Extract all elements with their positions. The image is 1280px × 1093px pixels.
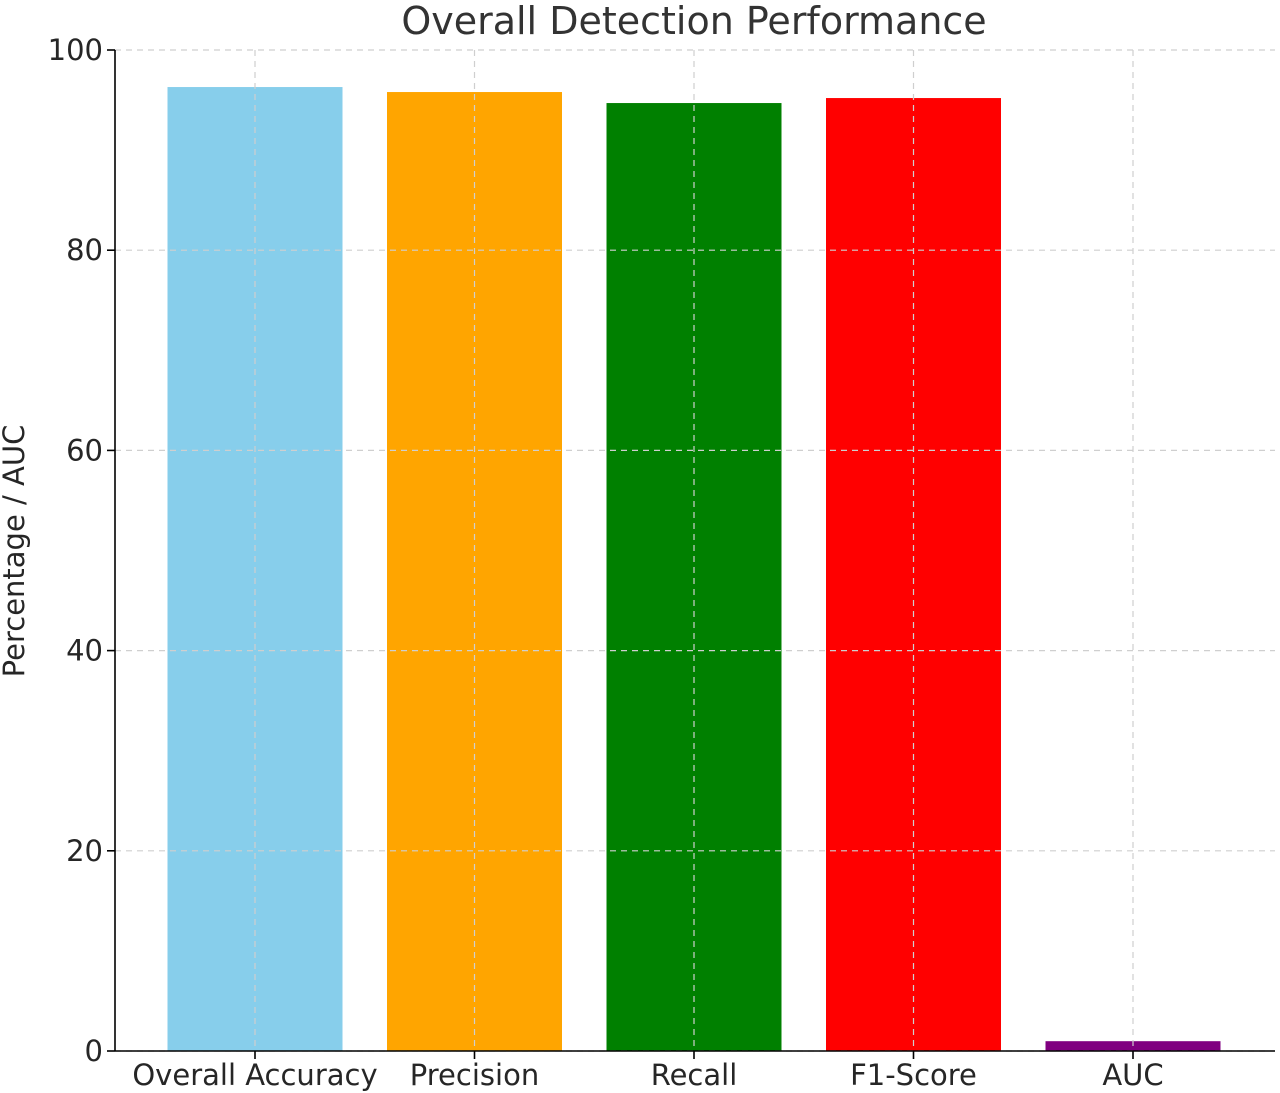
y-tick-label: 80 bbox=[66, 233, 103, 267]
x-tick-label: Precision bbox=[410, 1058, 539, 1092]
y-axis-label: Percentage / AUC bbox=[0, 425, 31, 678]
y-tick-labels: 0 20 40 60 80 100 bbox=[48, 33, 103, 1068]
y-tick-label: 100 bbox=[48, 33, 103, 67]
y-tick-label: 20 bbox=[66, 834, 103, 868]
chart-title: Overall Detection Performance bbox=[401, 0, 986, 43]
axes bbox=[107, 49, 1275, 1059]
y-tick-label: 60 bbox=[66, 433, 103, 467]
grid-lines bbox=[115, 49, 1275, 1052]
bar bbox=[826, 98, 1001, 1052]
x-tick-label: F1-Score bbox=[850, 1058, 977, 1092]
x-tick-labels: Overall Accuracy Precision Recall F1-Score A… bbox=[132, 1058, 1163, 1092]
x-tick-label: Recall bbox=[651, 1058, 738, 1092]
bar bbox=[1045, 1041, 1221, 1051]
y-tick-label: 40 bbox=[66, 634, 103, 668]
y-tick-label: 0 bbox=[85, 1034, 103, 1068]
x-tick-label: Overall Accuracy bbox=[132, 1058, 377, 1092]
x-tick-label: AUC bbox=[1102, 1058, 1163, 1092]
